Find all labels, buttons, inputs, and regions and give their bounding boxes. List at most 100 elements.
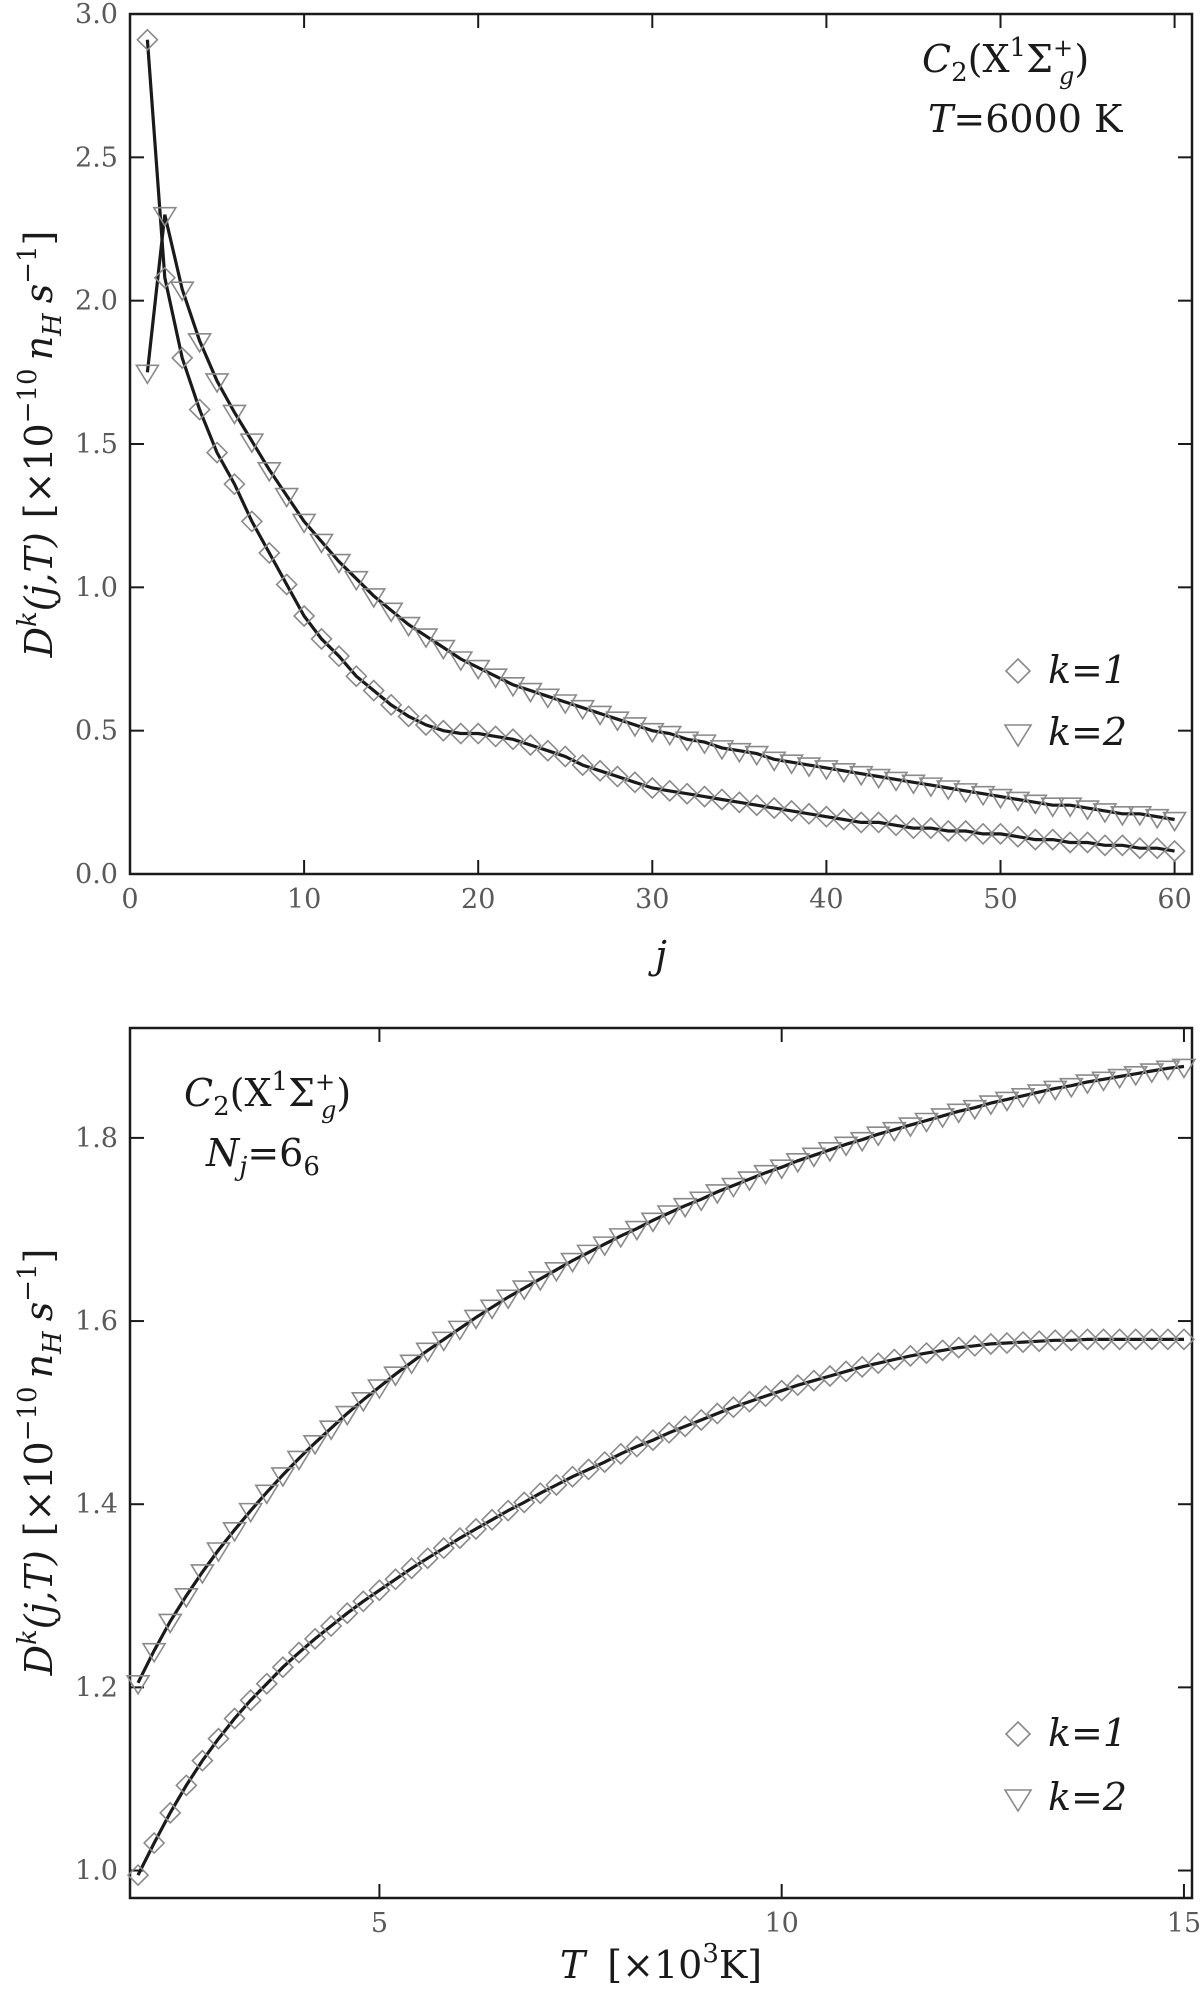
top-data-point-k=1: [362, 679, 385, 702]
top-y-tick-label: 1.5: [75, 429, 118, 460]
bottom-data-point-k=1: [287, 1641, 311, 1664]
bottom-data-point-k=2: [962, 1099, 988, 1121]
bottom-data-point-k=2: [431, 1331, 457, 1352]
bottom-data-point-k=2: [785, 1152, 811, 1174]
top-data-point-k=2: [761, 751, 787, 772]
top-data-point-k=2: [361, 588, 387, 609]
bottom-fit-line-k=1: [136, 1337, 1184, 1876]
bottom-data-point-k=1: [191, 1749, 214, 1772]
bottom-data-point-k=2: [946, 1103, 972, 1124]
top-data-point-k=1: [919, 817, 942, 840]
bottom-data-point-k=2: [447, 1320, 473, 1341]
top-data-point-k=1: [1093, 834, 1117, 857]
top-data-point-k=1: [501, 728, 525, 751]
top-data-point-k=1: [606, 765, 629, 788]
bottom-data-point-k=1: [690, 1408, 713, 1432]
bottom-data-point-k=2: [769, 1159, 795, 1180]
top-data-point-k=2: [883, 771, 909, 792]
top-data-point-k=1: [171, 346, 194, 370]
bottom-data-point-k=1: [480, 1508, 504, 1531]
bottom-data-point-k=1: [1108, 1328, 1131, 1351]
bottom-data-point-k=1: [754, 1385, 777, 1408]
top-data-point-k=2: [430, 639, 456, 661]
bottom-data-point-k=1: [1076, 1328, 1099, 1351]
top-data-point-k=1: [414, 713, 438, 737]
top-data-point-k=1: [327, 645, 351, 668]
bottom-data-point-k=2: [817, 1142, 843, 1163]
bottom-data-point-k=1: [448, 1526, 471, 1550]
bottom-data-point-k=1: [722, 1396, 745, 1419]
bottom-data-point-k=2: [576, 1244, 602, 1265]
bottom-data-point-k=1: [1140, 1328, 1163, 1351]
bottom-data-point-k=2: [189, 1564, 215, 1585]
top-data-point-k=2: [326, 553, 352, 575]
top-data-point-k=2: [134, 364, 160, 385]
top-data-point-k=2: [831, 763, 857, 784]
bottom-data-point-k=2: [318, 1420, 344, 1441]
top-data-point-k=2: [152, 206, 178, 228]
bottom-data-point-k=1: [529, 1482, 552, 1505]
top-data-point-k=2: [378, 602, 404, 623]
bottom-data-point-k=2: [238, 1502, 264, 1524]
top-data-point-k=1: [675, 782, 699, 805]
bottom-data-point-k=2: [897, 1117, 923, 1138]
bottom-data-point-k=2: [1171, 1058, 1197, 1079]
top-data-point-k=2: [517, 682, 543, 704]
top-data-point-k=2: [726, 742, 752, 764]
bottom-data-point-k=1: [770, 1379, 793, 1402]
top-data-point-k=2: [587, 705, 613, 727]
top-data-point-k=2: [866, 768, 892, 790]
bottom-data-point-k=2: [366, 1379, 392, 1400]
top-x-tick-label: 20: [461, 884, 495, 915]
top-data-point-k=2: [692, 734, 717, 755]
top-x-tick-label: 30: [635, 884, 669, 915]
top-data-point-k=2: [1005, 791, 1031, 813]
top-x-tick-label: 60: [1157, 884, 1191, 915]
bottom-data-point-k=2: [881, 1121, 907, 1143]
top-data-point-k=1: [902, 817, 925, 840]
bottom-data-point-k=2: [1058, 1077, 1084, 1099]
top-data-point-k=1: [467, 722, 490, 745]
bottom-data-point-k=2: [1155, 1060, 1181, 1081]
top-data-point-k=2: [1144, 808, 1170, 830]
top-data-point-k=2: [309, 533, 334, 555]
top-x-axis-title: j: [648, 933, 667, 977]
top-data-point-k=2: [1075, 800, 1100, 821]
top-data-point-k=1: [780, 799, 803, 823]
bottom-data-point-k=2: [833, 1136, 859, 1157]
bottom-data-point-k=2: [704, 1184, 730, 1205]
top-data-point-k=1: [989, 822, 1012, 845]
bottom-data-point-k=1: [1028, 1330, 1051, 1353]
bottom-x-axis-title: T [×103K]: [560, 1939, 762, 1987]
bottom-y-tick-label: 1.8: [75, 1123, 118, 1154]
bottom-data-point-k=1: [303, 1627, 327, 1650]
top-data-point-k=2: [256, 462, 282, 483]
top-data-point-k=1: [954, 819, 977, 843]
top-data-point-k=1: [397, 705, 420, 728]
top-data-point-k=2: [657, 725, 683, 747]
bottom-data-point-k=1: [384, 1568, 407, 1591]
bottom-data-point-k=2: [1042, 1080, 1068, 1101]
bottom-data-point-k=2: [737, 1171, 762, 1192]
top-data-point-k=1: [188, 398, 211, 421]
bottom-data-point-k=1: [1172, 1328, 1196, 1351]
bottom-data-point-k=1: [336, 1602, 359, 1625]
bottom-data-point-k=2: [608, 1228, 634, 1249]
top-x-tick-label: 10: [287, 884, 321, 915]
top-data-point-k=2: [552, 694, 578, 715]
bottom-data-point-k=2: [173, 1587, 199, 1609]
bottom-data-point-k=1: [271, 1656, 294, 1679]
top-annotation-molecule: C2(X1Σ+ g): [922, 33, 1089, 90]
bottom-data-point-k=2: [930, 1108, 956, 1129]
top-y-tick-label: 0.5: [75, 716, 118, 747]
top-data-point-k=1: [832, 808, 855, 831]
bottom-data-point-k=1: [320, 1614, 343, 1638]
top-data-point-k=1: [641, 776, 664, 800]
top-data-point-k=1: [1076, 831, 1099, 854]
bottom-data-point-k=2: [206, 1542, 231, 1563]
top-data-point-k=1: [588, 759, 612, 782]
bottom-data-point-k=1: [368, 1579, 391, 1602]
bottom-annotation-molecule: C2(X1Σ+ g): [184, 1067, 351, 1124]
bottom-data-point-k=2: [254, 1484, 280, 1505]
bottom-data-point-k=1: [1156, 1328, 1179, 1351]
